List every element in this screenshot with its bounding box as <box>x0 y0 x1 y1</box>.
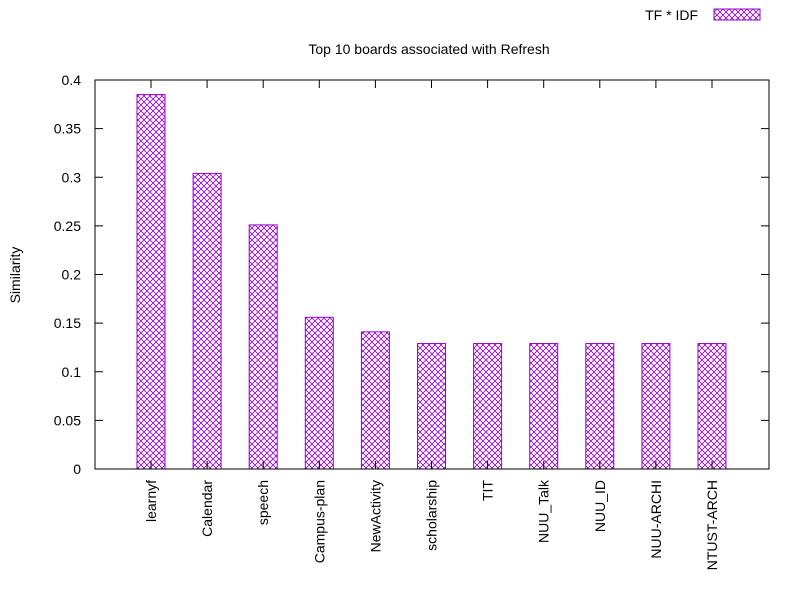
bar-learnyf <box>136 94 166 470</box>
y-axis-label: Similarity <box>7 247 23 304</box>
x-tick-label: NTUST-ARCH <box>704 480 720 570</box>
x-tick-label: TIT <box>480 480 496 501</box>
bar-nuu_id <box>585 343 615 470</box>
y-axis-ticks: 0 0.05 0.1 0.15 0.2 0.25 0.3 0.35 0.4 <box>54 72 769 477</box>
bar-ntust-arch <box>697 343 727 470</box>
x-axis-tick-labels: learnyf Calendar speech Campus-plan NewActiv… <box>143 80 720 570</box>
y-tick-label: 0.25 <box>54 218 81 234</box>
x-tick-label: Campus-plan <box>311 480 327 563</box>
x-tick-label: speech <box>255 480 271 525</box>
x-tick-label: scholarship <box>424 480 440 551</box>
x-tick-label: Calendar <box>199 480 215 537</box>
x-tick-label: learnyf <box>143 480 159 522</box>
chart-title: Top 10 boards associated with Refresh <box>308 41 549 57</box>
plot-frame <box>94 79 770 470</box>
bar-nuu-archi <box>641 343 671 470</box>
x-tick-label: NewActivity <box>367 480 383 552</box>
bar-speech <box>248 224 278 470</box>
bar-scholarship <box>417 343 446 470</box>
y-tick-label: 0.15 <box>54 315 81 331</box>
bar-tit <box>473 343 503 470</box>
x-tick-label: NUU_ID <box>592 480 608 532</box>
legend-swatch <box>713 8 761 21</box>
bars <box>136 94 727 470</box>
y-tick-label: 0.2 <box>62 267 82 283</box>
y-tick-label: 0.1 <box>62 364 82 380</box>
bar-calendar <box>192 172 222 470</box>
y-tick-label: 0.4 <box>62 72 82 88</box>
bar-nuu_talk <box>529 343 559 470</box>
bar-newactivity <box>360 331 390 470</box>
y-tick-label: 0 <box>73 461 81 477</box>
legend-label: TF * IDF <box>645 7 698 23</box>
x-tick-label: NUU-ARCHI <box>648 480 664 559</box>
y-tick-label: 0.05 <box>54 412 81 428</box>
x-tick-label: NUU_Talk <box>536 479 552 543</box>
y-tick-label: 0.3 <box>62 169 82 185</box>
y-tick-label: 0.35 <box>54 121 81 137</box>
bar-campus-plan <box>304 316 334 470</box>
legend: TF * IDF <box>645 7 761 23</box>
